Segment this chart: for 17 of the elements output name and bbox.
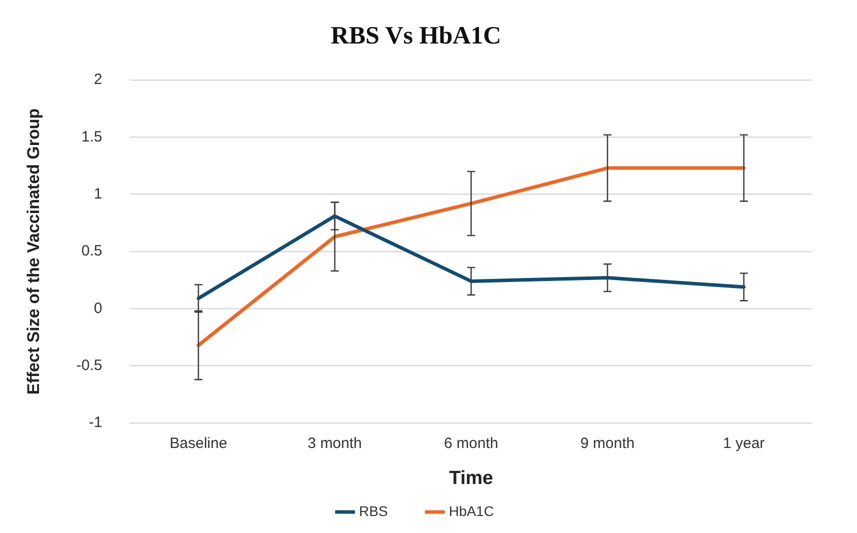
y-tick-label: -1 — [88, 414, 102, 432]
x-tick-label: Baseline — [170, 435, 228, 452]
y-tick-label: 0.5 — [81, 242, 102, 260]
x-tick-label: 1 year — [722, 435, 765, 452]
y-axis-title: Effect Size of the Vaccinated Group — [24, 108, 43, 395]
y-tick-label: -0.5 — [76, 356, 102, 374]
legend-label: HbA1C — [448, 502, 494, 519]
y-tick-label: 2 — [94, 71, 102, 88]
legend-label: RBS — [359, 502, 388, 519]
y-tick-label: 1.5 — [81, 128, 102, 146]
y-tick-label: 1 — [94, 185, 102, 202]
chart-title: RBS Vs HbA1C — [330, 22, 502, 50]
x-tick-label: 3 month — [308, 435, 362, 452]
x-tick-label: 9 month — [580, 435, 635, 452]
x-axis-title: Time — [449, 468, 494, 490]
y-tick-label: 0 — [94, 300, 102, 317]
x-tick-label: 6 month — [444, 435, 498, 452]
